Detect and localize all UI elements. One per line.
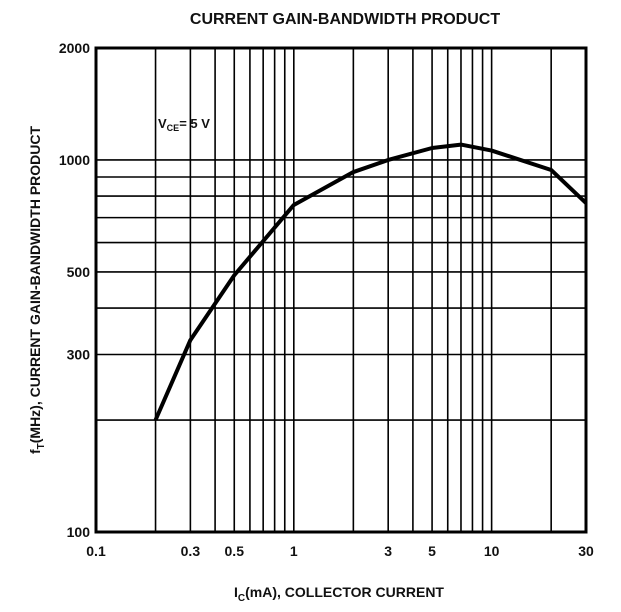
y-axis-label: fT(MHz), CURRENT GAIN-BANDWIDTH PRODUCT: [27, 126, 47, 455]
x-tick-label: 0.1: [86, 543, 106, 559]
annotation-part: V: [158, 116, 167, 131]
x-tick-label: 0.5: [225, 543, 245, 559]
x-tick-label: 1: [290, 543, 298, 559]
y-tick-label: 300: [67, 347, 91, 363]
label-part: (mA), COLLECTOR CURRENT: [245, 584, 444, 600]
label-part: I: [234, 584, 238, 600]
label-sub: C: [238, 593, 245, 604]
x-tick-label: 0.3: [181, 543, 201, 559]
chart-title: CURRENT GAIN-BANDWIDTH PRODUCT: [190, 11, 500, 28]
series-line: [153, 142, 588, 421]
annotation: VCE= 5 V: [158, 116, 210, 133]
plot-frame: [94, 46, 588, 534]
x-tick-label: 30: [578, 543, 594, 559]
y-tick-label: 500: [67, 264, 91, 280]
annotation-sub: CE: [167, 123, 180, 133]
x-tick-label: 3: [384, 543, 392, 559]
annotation-part: = 5 V: [179, 116, 210, 131]
label-part: (MHz), CURRENT GAIN-BANDWIDTH PRODUCT: [27, 126, 43, 444]
y-tick-label: 2000: [59, 40, 90, 56]
y-tick-label: 100: [67, 524, 91, 540]
label-sub: T: [36, 443, 47, 449]
x-tick-label: 10: [484, 543, 500, 559]
x-tick-label: 5: [428, 543, 436, 559]
label-part: f: [27, 449, 43, 454]
y-tick-label: 1000: [59, 152, 90, 168]
x-axis-label: IC(mA), COLLECTOR CURRENT: [234, 584, 444, 604]
